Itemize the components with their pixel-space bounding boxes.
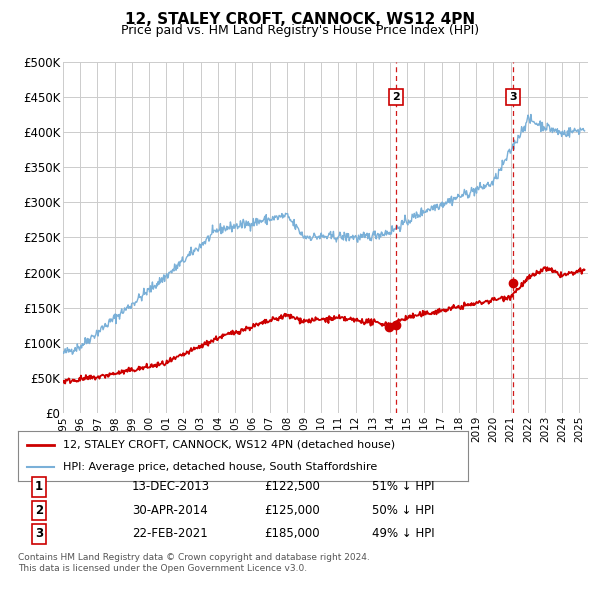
Text: 22-FEB-2021: 22-FEB-2021 bbox=[132, 527, 208, 540]
Text: £185,000: £185,000 bbox=[264, 527, 320, 540]
Text: 3: 3 bbox=[509, 92, 517, 102]
Text: 2: 2 bbox=[392, 92, 400, 102]
Text: Contains HM Land Registry data © Crown copyright and database right 2024.: Contains HM Land Registry data © Crown c… bbox=[18, 553, 370, 562]
Text: £125,000: £125,000 bbox=[264, 504, 320, 517]
Text: £122,500: £122,500 bbox=[264, 480, 320, 493]
Text: HPI: Average price, detached house, South Staffordshire: HPI: Average price, detached house, Sout… bbox=[63, 462, 377, 472]
Text: 12, STALEY CROFT, CANNOCK, WS12 4PN: 12, STALEY CROFT, CANNOCK, WS12 4PN bbox=[125, 12, 475, 27]
Text: 49% ↓ HPI: 49% ↓ HPI bbox=[372, 527, 434, 540]
Text: 2: 2 bbox=[35, 504, 43, 517]
Text: Price paid vs. HM Land Registry's House Price Index (HPI): Price paid vs. HM Land Registry's House … bbox=[121, 24, 479, 37]
Text: 12, STALEY CROFT, CANNOCK, WS12 4PN (detached house): 12, STALEY CROFT, CANNOCK, WS12 4PN (det… bbox=[63, 440, 395, 450]
Text: 1: 1 bbox=[35, 480, 43, 493]
Text: 3: 3 bbox=[35, 527, 43, 540]
Text: This data is licensed under the Open Government Licence v3.0.: This data is licensed under the Open Gov… bbox=[18, 565, 307, 573]
Text: 30-APR-2014: 30-APR-2014 bbox=[132, 504, 208, 517]
Text: 13-DEC-2013: 13-DEC-2013 bbox=[132, 480, 210, 493]
Text: 51% ↓ HPI: 51% ↓ HPI bbox=[372, 480, 434, 493]
Text: 50% ↓ HPI: 50% ↓ HPI bbox=[372, 504, 434, 517]
